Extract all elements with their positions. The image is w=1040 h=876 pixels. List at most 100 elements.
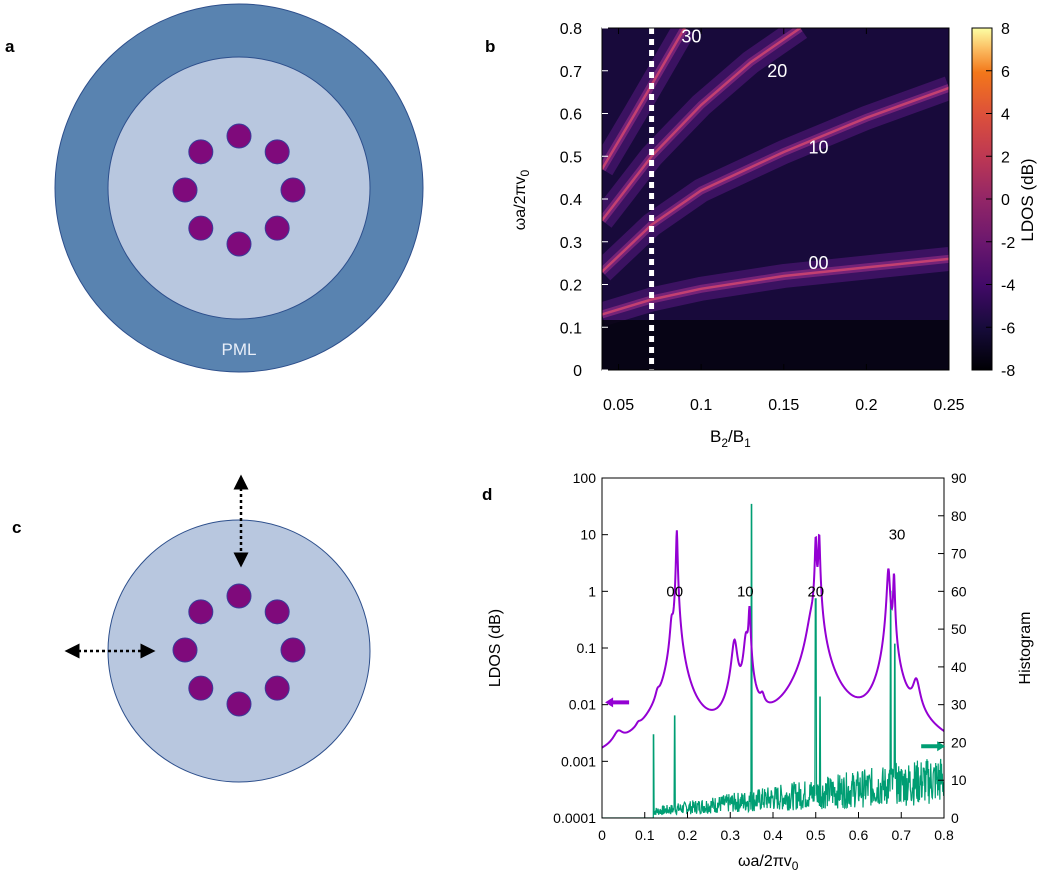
heatmap-y-label: ωa/2πv0	[512, 169, 532, 230]
y-tick-label: 0.2	[560, 278, 582, 295]
rod	[264, 139, 290, 165]
panel-label-c: c	[12, 518, 21, 537]
y-tick-label: 0.1	[560, 320, 582, 337]
band-20	[602, 28, 802, 222]
y-tick-label: 0.6	[560, 107, 582, 124]
y-right-tick-label: 80	[951, 508, 967, 524]
plot-d-right-y-label: Histogram	[1017, 612, 1034, 685]
rod	[264, 675, 290, 701]
y-right-tick-label: 50	[951, 621, 967, 637]
y-left-tick-label: 10	[580, 527, 596, 543]
rod	[172, 637, 198, 663]
y-right-tick-label: 40	[951, 659, 967, 675]
pml-label: PML	[222, 340, 257, 359]
colorbar-tick-label: 6	[1001, 64, 1010, 81]
y-right-tick-label: 30	[951, 697, 967, 713]
x-tick-label: 0.25	[933, 397, 964, 414]
y-right-tick-label: 0	[951, 810, 959, 826]
y-left-tick-label: 0.01	[569, 697, 596, 713]
y-right-tick-label: 90	[951, 470, 967, 486]
mode-label: 20	[767, 61, 787, 81]
heatmap-bands	[602, 28, 949, 326]
rod	[188, 599, 214, 625]
plot-d-x-label: ωa/2πv0	[738, 853, 799, 873]
mode-label: 30	[681, 27, 701, 47]
rod	[226, 583, 252, 609]
x-tick-label: 0.5	[806, 827, 826, 843]
rod	[188, 139, 214, 165]
y-tick-label: 0.7	[560, 64, 582, 81]
y-tick-label: 0.5	[560, 149, 582, 166]
band-10	[602, 86, 949, 273]
colorbar-tick-label: 0	[1001, 192, 1010, 209]
panel-label-a: a	[5, 37, 15, 56]
colorbar-tick-label: -2	[1001, 235, 1015, 252]
ldos-axis-arrow-head	[605, 697, 614, 708]
x-tick-label: 0.3	[721, 827, 741, 843]
x-tick-label: 0.1	[690, 397, 712, 414]
x-tick-label: 0.4	[763, 827, 783, 843]
mode-label: 30	[889, 527, 906, 544]
ldos-series	[602, 530, 944, 749]
x-tick-label: 0.1	[635, 827, 655, 843]
rod	[226, 123, 252, 149]
histogram-axis-arrow-head	[937, 741, 946, 752]
y-left-tick-label: 1	[588, 583, 596, 599]
rod	[172, 177, 198, 203]
x-tick-label: 0.15	[768, 397, 799, 414]
rod	[188, 675, 214, 701]
x-tick-label: 0.05	[603, 397, 634, 414]
y-tick-label: 0.8	[560, 21, 582, 38]
x-tick-label: 0.2	[855, 397, 877, 414]
y-left-tick-label: 0.001	[561, 753, 596, 769]
rod	[226, 231, 252, 257]
band-00	[602, 257, 949, 316]
plot-d-left-y-label: LDOS (dB)	[487, 609, 504, 687]
rod	[280, 637, 306, 663]
ldos-histogram-plot: 0 0.1 0.2 0.3 0.4 0.5 0.6 0.7 0.8 0.0001 0.001 0.0…	[487, 470, 1034, 873]
colorbar-tick-label: 4	[1001, 107, 1010, 124]
colorbar-tick-label: -4	[1001, 278, 1015, 295]
x-tick-label: 0.7	[892, 827, 912, 843]
panel-label-b: b	[485, 37, 495, 56]
heatmap-x-label: B2/B1	[710, 427, 751, 450]
simulation-domain-c	[107, 519, 371, 783]
colorbar-label: LDOS (dB)	[1018, 158, 1037, 241]
rod-ring-a	[172, 123, 306, 257]
mode-label: 10	[809, 138, 829, 158]
rod-ring-c	[172, 583, 306, 717]
rod	[264, 599, 290, 625]
colorbar-tick-label: 8	[1001, 21, 1010, 38]
x-tick-label: 0	[598, 827, 606, 843]
y-tick-label: 0	[573, 363, 582, 380]
mode-label: 00	[809, 253, 829, 273]
panel-label-d: d	[482, 485, 492, 504]
rod	[226, 691, 252, 717]
colorbar-tick-label: -6	[1001, 320, 1015, 337]
histogram-series	[602, 503, 944, 818]
y-left-tick-label: 100	[573, 470, 597, 486]
colorbar-tick-label: -8	[1001, 363, 1015, 380]
rod	[188, 215, 214, 241]
y-left-tick-label: 0.0001	[553, 810, 596, 826]
y-right-tick-label: 60	[951, 583, 967, 599]
heatmap-bottom-fade	[602, 320, 949, 370]
y-right-tick-label: 70	[951, 546, 967, 562]
mode-label: 00	[666, 583, 683, 600]
rod	[264, 215, 290, 241]
mode-label: 10	[737, 583, 754, 600]
y-tick-label: 0.4	[560, 192, 582, 209]
x-tick-label: 0.2	[678, 827, 698, 843]
rod	[280, 177, 306, 203]
colorbar-tick-label: 2	[1001, 149, 1010, 166]
simulation-domain	[107, 56, 371, 320]
y-right-tick-label: 20	[951, 734, 967, 750]
x-tick-label: 0.6	[849, 827, 869, 843]
band-30	[602, 28, 686, 170]
y-tick-label: 0.3	[560, 235, 582, 252]
x-tick-label: 0.8	[934, 827, 954, 843]
mode-label: 20	[807, 583, 824, 600]
y-left-tick-label: 0.1	[577, 640, 597, 656]
